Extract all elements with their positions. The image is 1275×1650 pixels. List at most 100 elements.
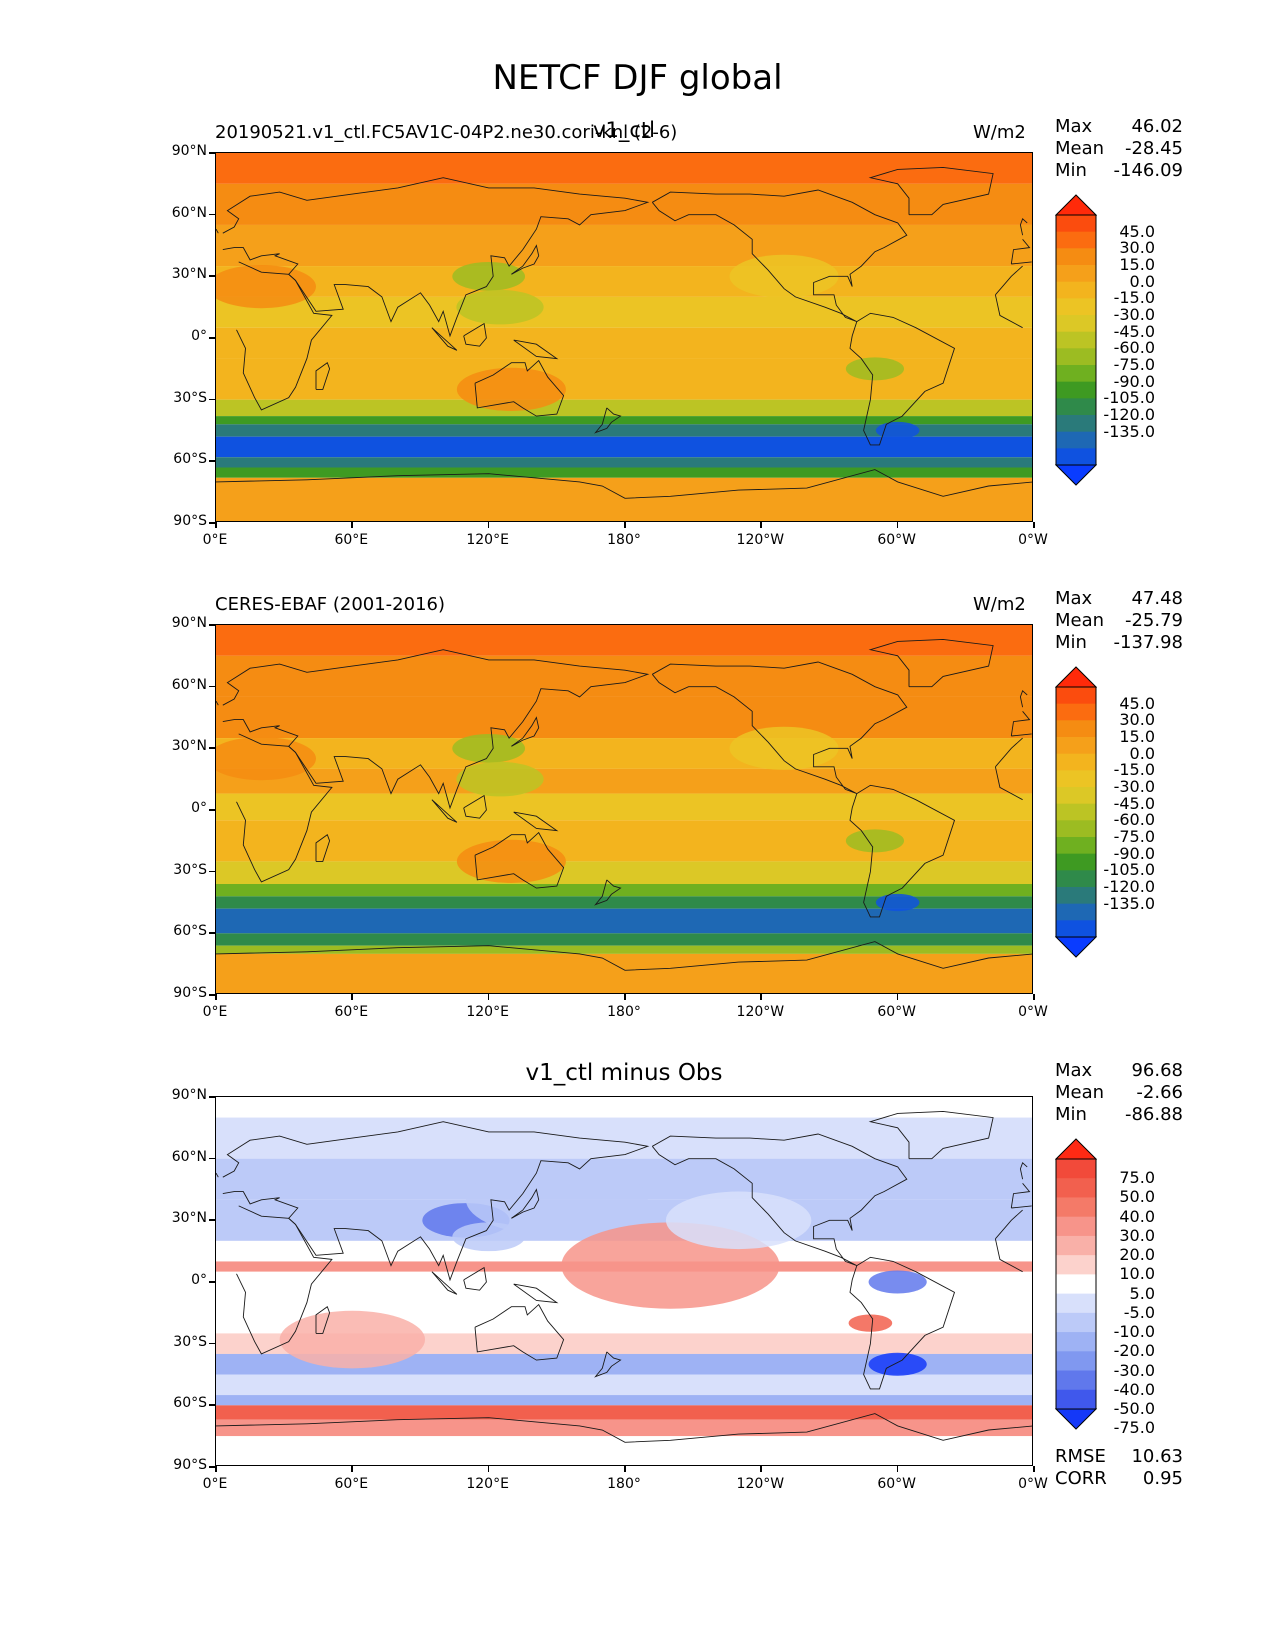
colorbar-tick-label: -50.0 <box>1113 1399 1155 1418</box>
lat-tick-label: 30°S <box>173 389 207 406</box>
colorbar-tick-label: -30.0 <box>1113 777 1155 796</box>
coastline <box>431 799 458 823</box>
field-band <box>216 424 1032 437</box>
metric-value: 0.95 <box>1142 1468 1183 1489</box>
colorbar-tick-label: -90.0 <box>1113 371 1155 391</box>
lat-tick-mark <box>209 747 215 749</box>
colorbar-segment <box>1056 331 1096 349</box>
lon-tick-label: 120°W <box>736 1004 785 1020</box>
lat-tick-label: 90°N <box>171 143 207 159</box>
colorbar-segment <box>1056 1178 1096 1198</box>
field-patch <box>845 357 905 381</box>
lon-tick-label: 60°W <box>877 532 916 548</box>
stat-max: Max 47.48 <box>1055 588 1183 609</box>
field-band <box>216 1374 1032 1396</box>
lat-tick-label: 30°S <box>173 861 207 878</box>
field-band <box>216 1436 1032 1465</box>
panel-observation: CERES-EBAF (2001-2016) W/m2 90°N 60°N 30°N 0°… <box>0 0 1275 1020</box>
field-patch <box>845 829 905 853</box>
coastline <box>868 638 994 688</box>
colorbar-tick-label: 45.0 <box>1119 221 1155 241</box>
colorbar-tick-label: -105.0 <box>1103 388 1155 408</box>
field-band <box>216 327 1032 359</box>
field-band <box>216 153 1032 184</box>
colorbar-segment <box>1056 803 1096 821</box>
colorbar-tick-label: 40.0 <box>1119 1206 1155 1226</box>
coastline <box>511 244 540 275</box>
coastline <box>315 1305 331 1334</box>
field-band <box>216 399 1032 417</box>
field-patch <box>279 1310 426 1369</box>
coastline <box>216 941 1032 971</box>
colorbar-segment <box>1056 787 1096 805</box>
lon-tick-mark <box>760 994 762 1000</box>
coastline <box>474 359 565 417</box>
panel-units: W/m2 <box>973 122 1026 143</box>
coastline <box>474 1303 565 1361</box>
lon-tick-label: 60°W <box>877 1476 916 1492</box>
lon-tick-label: 120°W <box>736 1476 785 1492</box>
colorbar-segment <box>1056 448 1096 466</box>
colorbar-tick-label: 15.0 <box>1119 727 1155 746</box>
lon-tick-label: 0°W <box>1018 1476 1048 1492</box>
colorbar-segment <box>1056 265 1096 283</box>
coastline <box>315 361 331 390</box>
colorbar-tick-label: 30.0 <box>1119 710 1155 730</box>
lat-tick-mark <box>209 337 215 339</box>
colorbar-tick-label: 10.0 <box>1119 1264 1155 1284</box>
lat-tick-label: 0° <box>191 1272 207 1288</box>
stat-value: -86.88 <box>1124 1104 1183 1125</box>
colorbar-tick-label: 5.0 <box>1129 1283 1155 1303</box>
stat-value: 47.48 <box>1131 588 1183 609</box>
lon-tick-label: 60°E <box>334 1476 369 1492</box>
stat-mean: Mean -25.79 <box>1055 610 1183 631</box>
stat-value: -146.09 <box>1113 160 1183 181</box>
panel-center-title: v1_ctl minus Obs <box>525 1060 723 1086</box>
stat-min: Min -146.09 <box>1055 160 1183 181</box>
colorbar-segment <box>1056 1312 1096 1333</box>
lat-tick-label: 30°N <box>171 1210 207 1227</box>
coastline <box>651 661 908 795</box>
lon-tick-mark <box>351 522 353 528</box>
colorbar-segment <box>1056 1389 1096 1410</box>
stat-label: Mean <box>1055 610 1105 631</box>
lat-tick-label: 30°S <box>173 1333 207 1350</box>
colorbar-tick-label: -45.0 <box>1113 793 1155 813</box>
lon-tick-mark <box>624 522 626 528</box>
colorbar-tick-label: -10.0 <box>1113 1322 1155 1342</box>
coastline <box>222 649 1032 810</box>
lon-tick-mark <box>1033 1466 1035 1472</box>
coastline <box>222 1121 1032 1282</box>
coastline <box>511 1188 540 1219</box>
colorbar-segment <box>1056 1235 1096 1256</box>
field-patch <box>456 761 544 797</box>
coastline <box>868 1110 994 1160</box>
coastline <box>216 469 1032 499</box>
field-band <box>216 296 1032 328</box>
coastline <box>474 831 565 889</box>
field-band <box>216 738 1032 769</box>
colorbar-tick-label: -120.0 <box>1103 877 1155 896</box>
lat-tick-mark <box>209 624 215 626</box>
field-patch <box>452 733 526 763</box>
lon-tick-label: 60°E <box>334 1004 369 1020</box>
colorbar-tick-label: -5.0 <box>1123 1302 1155 1322</box>
field-band <box>216 896 1032 909</box>
field-band <box>216 436 1032 458</box>
field-band <box>216 953 1032 993</box>
panel-units: W/m2 <box>973 594 1026 615</box>
colorbar-segment <box>1056 248 1096 266</box>
lon-tick-label: 0°W <box>1018 1004 1048 1020</box>
lon-tick-label: 0°E <box>202 532 228 548</box>
colorbar-tick-label: -30.0 <box>1113 305 1155 324</box>
field-band <box>216 820 1032 862</box>
coastline <box>463 1266 487 1291</box>
field-band <box>216 1419 1032 1437</box>
lon-tick-label: 0°W <box>1018 532 1048 548</box>
lat-tick-mark <box>209 870 215 873</box>
stat-value: 46.02 <box>1131 116 1183 137</box>
colorbar-segment <box>1056 1332 1096 1352</box>
map-plot <box>215 1096 1033 1466</box>
lat-tick-mark <box>209 1342 215 1345</box>
colorbar-extend-max <box>1054 666 1098 688</box>
